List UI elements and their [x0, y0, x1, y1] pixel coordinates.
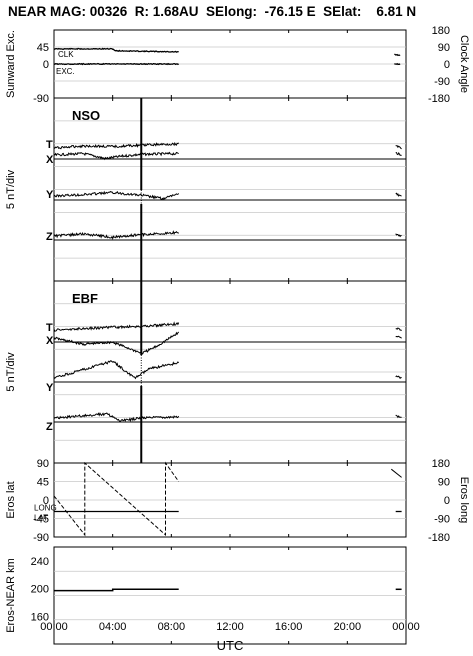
- series-line-z-late: [395, 414, 402, 419]
- y-tick-label-right: 90: [438, 477, 450, 489]
- series-line-x: [53, 331, 180, 355]
- x-axis: 00:00 04:00 08:00 12:00 16:00 20:00 00:00 UTC: [40, 621, 420, 653]
- series-line-t: [53, 321, 180, 332]
- y-tick-label: -90: [33, 93, 49, 105]
- x-tick-label: 04:00: [99, 621, 127, 633]
- component-label: Z: [46, 231, 53, 243]
- y-tick-label-right: -90: [434, 76, 450, 88]
- y-tick-label: 90: [37, 458, 49, 470]
- y-tick-label: 0: [43, 495, 49, 507]
- series-line-x: [53, 151, 179, 161]
- series-line-z: [53, 230, 179, 240]
- y-tick-label-right: 0: [444, 495, 450, 507]
- component-label: Z: [46, 421, 53, 433]
- series-line-long: [53, 461, 180, 537]
- y-tick-label: 45: [37, 42, 49, 54]
- x-tick-label: 00:00: [40, 621, 68, 633]
- panel-eros-near-km: 240 200 160 Eros-NEAR km: [5, 546, 407, 645]
- series-line-clk: [53, 47, 179, 53]
- y-tick-label: -45: [33, 514, 49, 526]
- panel-ebf: 5 nT/div EBF TX Y Z: [5, 280, 407, 464]
- series-line-exc: [54, 62, 180, 66]
- y-tick-label: 240: [31, 556, 49, 568]
- series-line-z-late: [395, 233, 402, 238]
- series-line-y: [53, 360, 180, 380]
- curve-label: LONG: [34, 504, 57, 513]
- series-line-t-late: [395, 327, 402, 331]
- x-tick-label: 00:00: [392, 621, 420, 633]
- y-tick-label: 0: [43, 59, 49, 71]
- series-line-y-late: [395, 375, 402, 380]
- y-tick-label: 45: [37, 477, 49, 489]
- panel-nso: 5 nT/div NSO TX Y Z: [5, 97, 407, 282]
- series-line-x-late: [395, 152, 402, 156]
- y-tick-label: 160: [31, 611, 49, 623]
- component-label: Y: [46, 382, 54, 394]
- y-axis-label: Eros lat: [5, 481, 17, 518]
- y-axis-label: 5 nT/div: [5, 352, 17, 392]
- x-tick-label: 20:00: [334, 621, 362, 633]
- y-tick-label-right: -90: [434, 514, 450, 526]
- series-line-x-late: [395, 335, 402, 339]
- figure-title: NEAR MAG: 00326 R: 1.68AU SElong: -76.15…: [8, 4, 416, 19]
- component-label: Y: [46, 189, 54, 201]
- series-line-t-late: [395, 145, 402, 150]
- y-tick-label-right: 0: [444, 59, 450, 71]
- y-tick-label-right: -180: [428, 93, 450, 105]
- component-label: T: [46, 139, 53, 151]
- y-tick-label-right: 180: [432, 25, 450, 37]
- x-tick-label: 12:00: [216, 621, 244, 633]
- x-axis-label: UTC: [217, 638, 244, 653]
- curve-label: CLK: [58, 50, 74, 59]
- y-tick-label-right: 90: [438, 42, 450, 54]
- x-tick-label: 08:00: [158, 621, 186, 633]
- series-line-t: [53, 141, 180, 150]
- series-line-y-late: [395, 192, 402, 197]
- y-axis-label: 5 nT/div: [5, 169, 17, 209]
- panel-title: EBF: [72, 291, 98, 306]
- series-line-z: [53, 412, 180, 423]
- panel-sunward-clock: 45 0 -90 180 90 0 -90 -180 Sunward Exc. Clock Ang…: [5, 25, 470, 105]
- y-axis-label: Sunward Exc.: [5, 30, 17, 98]
- panel-title: NSO: [72, 108, 100, 123]
- series-line-exc: [394, 62, 401, 66]
- x-tick-label: 16:00: [275, 621, 303, 633]
- y-tick-label-right: -180: [428, 532, 450, 544]
- y-axis-label: Eros-NEAR km: [5, 558, 17, 633]
- curve-label: EXC.: [56, 67, 75, 76]
- y-axis-label-right: Eros long: [458, 477, 470, 523]
- y-axis-label-right: Clock Angle: [458, 35, 470, 93]
- y-tick-label-right: 180: [432, 458, 450, 470]
- panel-eros-lat-long: 90 45 0 -45 -90 180 90 0 -90 -180 Eros lat Eros lon…: [5, 458, 470, 544]
- series-line-clk: [394, 53, 401, 57]
- series-line-distance: [54, 588, 179, 592]
- component-label: T: [46, 322, 53, 334]
- component-label: X: [46, 154, 54, 166]
- component-label: X: [46, 335, 54, 347]
- series-line-long: [390, 468, 402, 478]
- series-line-y: [53, 190, 180, 201]
- y-tick-label: 200: [31, 584, 49, 596]
- y-tick-label: -90: [33, 532, 49, 544]
- curve-label: LAT: [34, 514, 48, 523]
